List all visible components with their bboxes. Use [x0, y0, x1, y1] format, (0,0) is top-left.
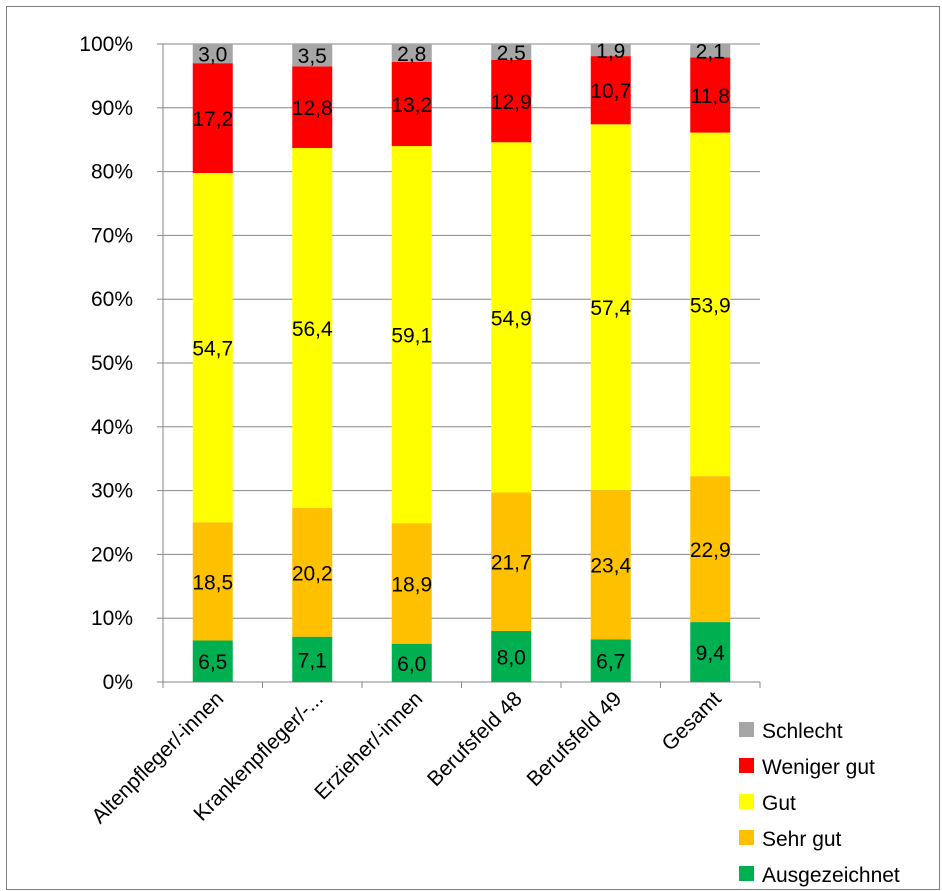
- data-label: 2,5: [497, 42, 526, 65]
- data-label: 23,4: [590, 555, 631, 578]
- x-category-label: Gesamt: [658, 687, 726, 755]
- data-label: 11,8: [691, 85, 730, 108]
- bar-segment: [292, 507, 333, 637]
- data-label: 57,4: [590, 297, 631, 320]
- y-tick-label: 30%: [91, 480, 133, 503]
- legend-entry: Ausgezeichnet: [762, 864, 900, 887]
- bar-segment: [192, 173, 233, 523]
- legend-swatch: [739, 758, 754, 773]
- bar-segment: [590, 490, 631, 640]
- data-label: 6,0: [397, 653, 426, 676]
- data-label: 21,7: [491, 552, 532, 575]
- bar-segment: [391, 44, 432, 62]
- bar-segment: [690, 622, 731, 682]
- legend-entry: Sehr gut: [762, 828, 842, 851]
- y-tick-label: 90%: [91, 97, 133, 120]
- bar-segment: [690, 57, 731, 133]
- bar-segment: [690, 476, 731, 623]
- data-label: 10,7: [590, 80, 631, 103]
- bar-segment: [590, 56, 631, 125]
- y-tick-label: 70%: [91, 224, 133, 247]
- data-label: 9,4: [696, 642, 726, 665]
- bar-segment: [192, 44, 233, 64]
- bar-segment: [391, 146, 432, 524]
- data-label: 12,9: [491, 91, 532, 114]
- y-tick-label: 10%: [91, 607, 133, 630]
- legend-entry: Weniger gut: [762, 756, 875, 779]
- legend-entry: Gut: [762, 792, 796, 815]
- legend-entry: Schlecht: [762, 720, 843, 743]
- data-label: 22,9: [690, 539, 731, 562]
- bar-segment: [391, 61, 432, 147]
- data-label: 3,5: [298, 45, 327, 68]
- data-label: 7,1: [298, 649, 327, 672]
- x-category-label: Erzieher/-innen: [310, 687, 427, 804]
- bar-segment: [491, 44, 532, 60]
- bar-segment: [292, 66, 333, 148]
- y-tick-label: 20%: [91, 543, 133, 566]
- data-label: 54,7: [192, 338, 233, 361]
- bar-segment: [491, 492, 532, 631]
- bar-segment: [292, 147, 333, 508]
- x-category-label: Berufsfeld 49: [523, 687, 627, 791]
- bar-segment: [192, 63, 233, 174]
- data-label: 6,5: [198, 651, 227, 674]
- y-tick-label: 40%: [91, 416, 133, 439]
- data-label: 6,7: [596, 651, 625, 674]
- bar-segment: [590, 639, 631, 682]
- data-label: 18,9: [391, 573, 432, 596]
- x-category-label: Berufsfeld 48: [423, 687, 527, 791]
- data-label: 53,9: [690, 294, 731, 317]
- data-label: 20,2: [292, 562, 333, 585]
- data-label: 2,1: [696, 41, 725, 64]
- legend-swatch: [739, 830, 754, 845]
- data-label: 1,9: [596, 40, 625, 63]
- y-tick-label: 0%: [103, 671, 133, 694]
- bar-segment: [690, 132, 731, 477]
- data-label: 13,2: [391, 94, 432, 117]
- data-label: 8,0: [497, 646, 526, 669]
- y-tick-label: 80%: [91, 161, 133, 184]
- data-label: 18,5: [192, 571, 233, 594]
- data-label: 3,0: [198, 44, 227, 67]
- data-label: 2,8: [397, 43, 426, 66]
- bar-segment: [690, 44, 731, 58]
- data-label: 12,8: [292, 97, 333, 120]
- bar-segment: [590, 124, 631, 491]
- legend-swatch: [739, 866, 754, 881]
- bar-segment: [491, 630, 532, 682]
- chart-frame: [6, 6, 940, 890]
- bar-segment: [192, 522, 233, 641]
- bar-segment: [391, 643, 432, 682]
- data-label: 54,9: [491, 307, 532, 330]
- legend-swatch: [739, 722, 754, 737]
- y-tick-label: 100%: [79, 33, 133, 56]
- y-tick-label: 50%: [91, 352, 133, 375]
- legend-swatch: [739, 794, 754, 809]
- bar-segment: [491, 59, 532, 143]
- data-label: 56,4: [292, 318, 333, 341]
- data-label: 59,1: [391, 325, 432, 348]
- bar-segment: [391, 523, 432, 644]
- bar-segment: [192, 640, 233, 682]
- bar-segment: [292, 44, 333, 67]
- bar-segment: [292, 636, 333, 682]
- data-label: 17,2: [192, 108, 233, 131]
- y-tick-label: 60%: [91, 288, 133, 311]
- bar-segment: [590, 44, 631, 57]
- bar-segment: [491, 142, 532, 493]
